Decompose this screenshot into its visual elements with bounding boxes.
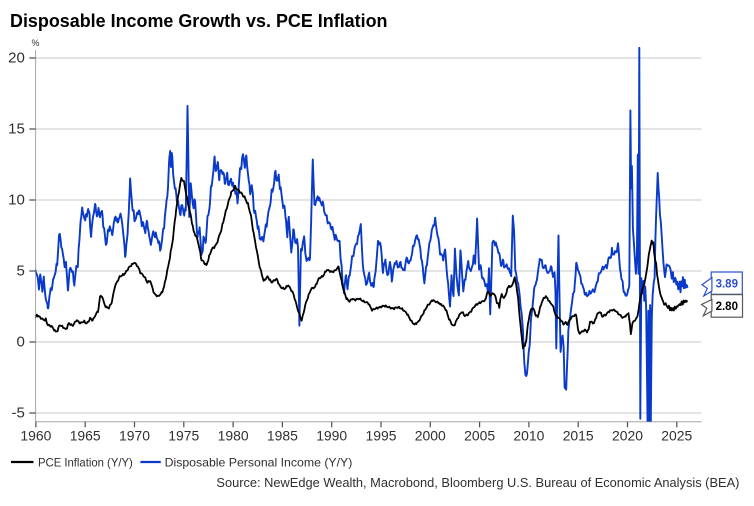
svg-text:1995: 1995 bbox=[366, 428, 397, 444]
svg-text:1970: 1970 bbox=[119, 428, 150, 444]
svg-text:0: 0 bbox=[16, 333, 24, 350]
svg-text:1960: 1960 bbox=[20, 428, 51, 444]
svg-text:1985: 1985 bbox=[267, 428, 298, 444]
svg-text:2005: 2005 bbox=[464, 428, 495, 444]
svg-text:1990: 1990 bbox=[316, 428, 347, 444]
svg-text:-5: -5 bbox=[11, 404, 24, 421]
svg-text:Disposable Personal Income (Y/: Disposable Personal Income (Y/Y) bbox=[165, 455, 353, 469]
svg-text:3.89: 3.89 bbox=[716, 278, 738, 290]
svg-text:20: 20 bbox=[8, 49, 25, 66]
svg-text:2.80: 2.80 bbox=[716, 301, 738, 313]
svg-text:1980: 1980 bbox=[218, 428, 249, 444]
svg-text:2020: 2020 bbox=[612, 428, 643, 444]
svg-text:Disposable Income Growth vs. P: Disposable Income Growth vs. PCE Inflati… bbox=[10, 11, 388, 31]
svg-text:5: 5 bbox=[16, 262, 24, 279]
svg-text:2010: 2010 bbox=[513, 428, 544, 444]
svg-text:2015: 2015 bbox=[563, 428, 594, 444]
svg-text:15: 15 bbox=[8, 120, 25, 137]
svg-text:10: 10 bbox=[8, 191, 25, 208]
svg-text:Source: NewEdge Wealth, Macrob: Source: NewEdge Wealth, Macrobond, Bloom… bbox=[216, 475, 739, 490]
svg-text:1975: 1975 bbox=[168, 428, 199, 444]
svg-text:2000: 2000 bbox=[415, 428, 446, 444]
svg-text:2025: 2025 bbox=[661, 428, 692, 444]
svg-text:1965: 1965 bbox=[70, 428, 101, 444]
svg-text:%: % bbox=[32, 38, 40, 48]
svg-text:PCE Inflation (Y/Y): PCE Inflation (Y/Y) bbox=[38, 455, 133, 469]
